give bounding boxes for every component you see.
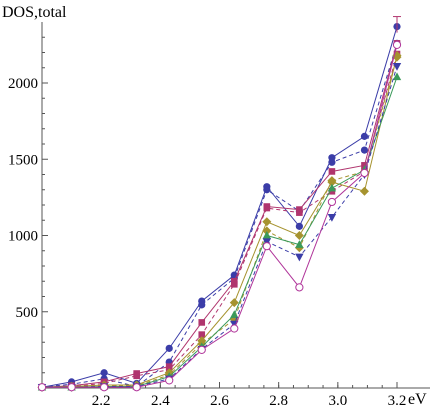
data-point xyxy=(100,383,109,392)
data-point xyxy=(295,240,304,248)
data-point xyxy=(230,281,238,288)
data-point xyxy=(262,226,272,236)
data-point xyxy=(198,301,206,309)
series-line xyxy=(42,44,398,388)
x-tick-label: 3.2 xyxy=(388,393,407,409)
series-6 xyxy=(37,52,402,392)
data-point xyxy=(133,372,140,380)
y-tick-label: 1000 xyxy=(8,229,38,245)
data-point xyxy=(392,72,402,81)
data-point xyxy=(359,186,369,196)
data-point xyxy=(295,283,304,292)
data-point xyxy=(392,40,402,49)
data-point xyxy=(262,217,272,227)
data-point xyxy=(229,298,239,308)
series-group xyxy=(37,16,402,392)
data-point xyxy=(230,324,239,333)
x-tick-label: 2.2 xyxy=(92,393,111,409)
y-ticks: 500 1000 1500 2000 xyxy=(8,36,48,374)
data-point xyxy=(295,253,304,262)
series-line xyxy=(41,43,398,388)
data-point xyxy=(360,132,369,140)
data-point xyxy=(263,204,271,212)
data-point xyxy=(360,168,369,178)
data-point xyxy=(328,168,336,175)
series-line xyxy=(41,55,398,388)
data-point xyxy=(361,162,368,169)
data-point xyxy=(100,369,108,377)
series-5 xyxy=(37,51,402,392)
x-tick-label: 2.8 xyxy=(269,393,288,409)
series-line xyxy=(42,66,398,388)
data-point xyxy=(230,310,239,318)
series-4 xyxy=(38,50,401,391)
data-point xyxy=(294,231,304,240)
data-point xyxy=(327,197,337,207)
data-point xyxy=(263,186,271,194)
y-tick-label: 2000 xyxy=(8,76,38,92)
data-point xyxy=(165,376,174,385)
series-8 xyxy=(37,63,402,392)
x-axis-label: eV xyxy=(408,391,427,408)
y-tick-label: 1500 xyxy=(8,152,38,168)
y-tick-label: 500 xyxy=(16,305,39,321)
data-point xyxy=(327,176,337,186)
data-point xyxy=(295,222,303,230)
series-line xyxy=(41,53,398,388)
data-point xyxy=(197,345,206,354)
data-point xyxy=(37,383,47,392)
series-7 xyxy=(37,72,402,391)
y-axis-label: DOS,total xyxy=(2,4,67,21)
data-point xyxy=(360,146,369,154)
data-point xyxy=(296,209,303,216)
data-point xyxy=(262,231,272,239)
data-point xyxy=(132,383,141,392)
series-9 xyxy=(37,40,402,392)
series-1 xyxy=(38,22,401,391)
data-point xyxy=(67,383,76,392)
x-tick-label: 2.6 xyxy=(210,393,229,409)
data-point xyxy=(198,319,206,326)
series-line xyxy=(41,26,398,388)
series-line xyxy=(42,56,398,388)
x-tick-label: 2.4 xyxy=(151,393,170,409)
data-point xyxy=(198,331,206,338)
data-point xyxy=(328,158,336,166)
data-point xyxy=(165,344,173,352)
data-point xyxy=(392,63,402,71)
series-line xyxy=(42,76,398,388)
x-tick-label: 3.0 xyxy=(328,393,347,409)
data-point xyxy=(327,183,337,192)
series-line xyxy=(41,43,398,388)
data-point xyxy=(262,242,271,251)
data-point xyxy=(327,214,337,222)
